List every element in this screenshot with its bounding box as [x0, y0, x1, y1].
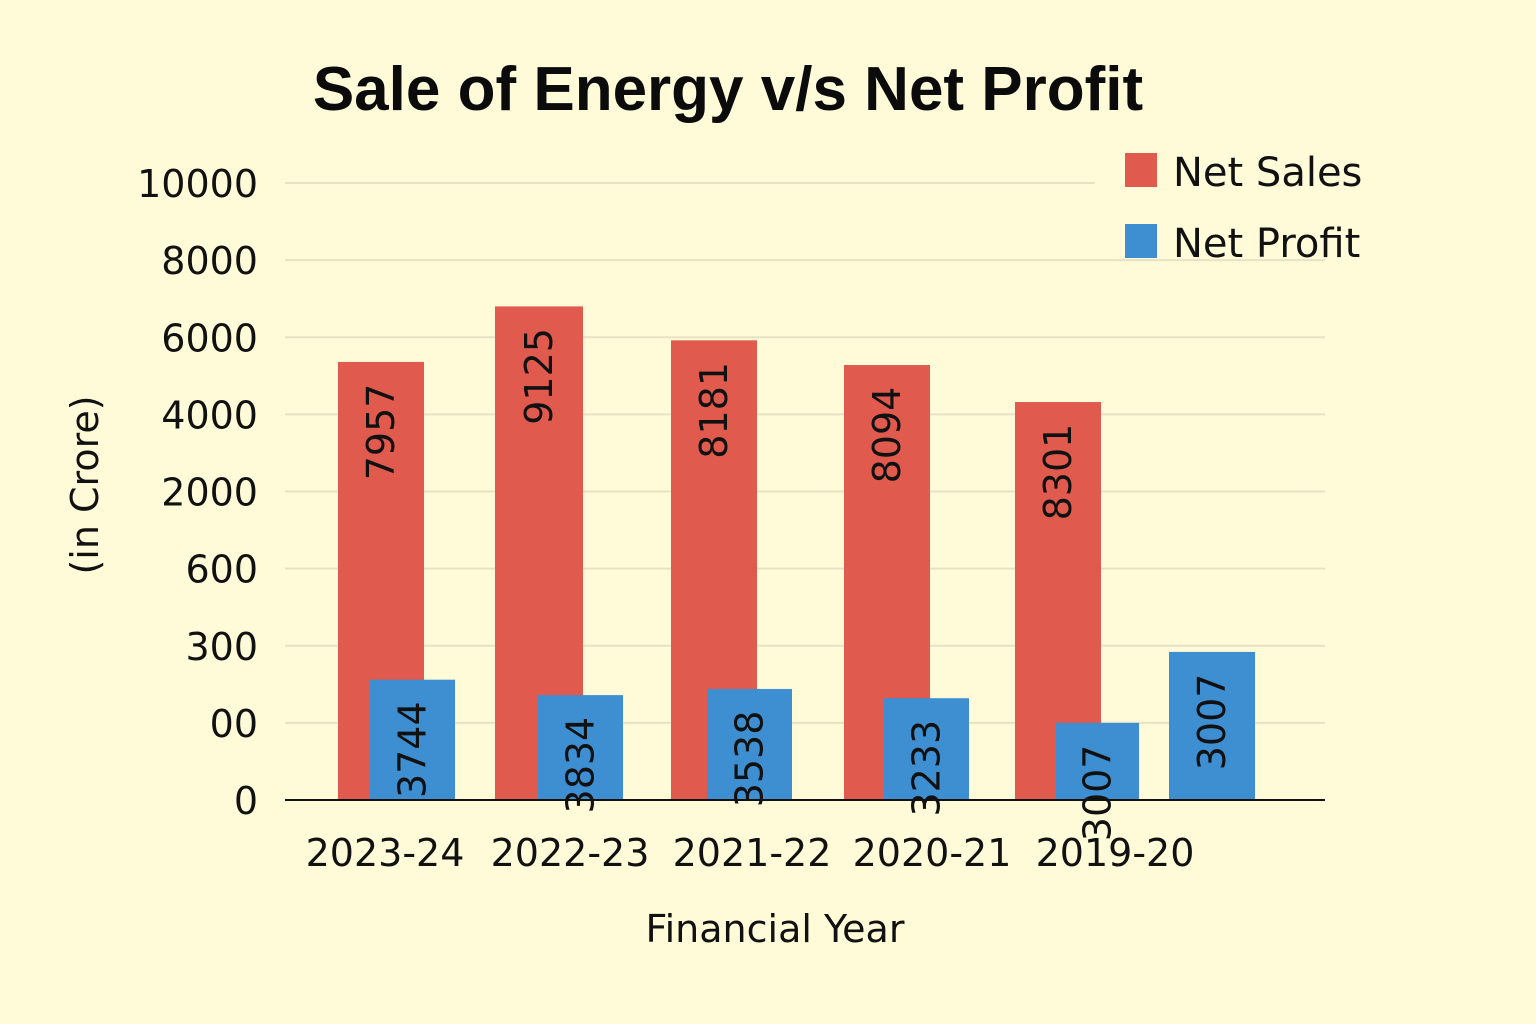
bar-net-profit [707, 688, 792, 800]
x-tick-label: 2023-24 [306, 831, 465, 875]
data-label-net-sales: 7957 [359, 384, 403, 481]
y-tick-label: 2000 [161, 471, 258, 515]
legend-label-net-profit: Net Profit [1173, 221, 1360, 267]
gridlines [285, 182, 1325, 724]
legend-swatch-net-profit [1125, 224, 1157, 258]
data-label-net-profit: 3744 [391, 701, 435, 798]
y-tick-label: 0 [234, 779, 258, 823]
y-tick-label: 600 [185, 548, 258, 592]
data-labels: 7957 9125 8181 8094 8301 3744 3834 3538 3233 3007… [359, 328, 1234, 841]
y-tick-label: 4000 [161, 393, 258, 437]
y-axis-label: (in Crore) [63, 395, 107, 574]
data-label-net-profit-extra: 3007 [1190, 674, 1234, 771]
x-tick-label: 2020-21 [853, 831, 1012, 875]
bar-net-profit-extra [1169, 651, 1255, 800]
data-label-net-sales: 8094 [865, 387, 909, 484]
data-label-net-profit: 3834 [559, 717, 603, 814]
data-label-net-sales: 8301 [1036, 424, 1080, 521]
bar-net-profit [1056, 722, 1139, 800]
data-label-net-sales: 9125 [517, 328, 561, 425]
y-tick-label: 00 [210, 702, 258, 746]
x-axis-ticks: 2023-24 2022-23 2021-22 2020-21 2019-20 [306, 831, 1195, 875]
data-label-net-sales: 8181 [692, 362, 736, 459]
y-tick-label: 6000 [161, 316, 258, 360]
data-label-net-profit: 3233 [905, 720, 949, 817]
legend-label-net-sales: Net Sales [1173, 150, 1362, 196]
bar-net-profit [884, 698, 969, 800]
bars [338, 306, 1255, 800]
x-tick-label: 2022-23 [491, 831, 650, 875]
legend-swatch-net-sales [1125, 153, 1157, 187]
y-tick-label: 8000 [161, 239, 258, 283]
y-tick-label: 300 [185, 625, 258, 669]
x-tick-label: 2021-22 [673, 831, 832, 875]
y-tick-label: 10000 [137, 162, 258, 206]
legend: Net Sales Net Profit [1125, 150, 1362, 267]
x-tick-label: 2019-20 [1036, 831, 1195, 875]
chart-title: Sale of Energy v/s Net Profit [313, 55, 1143, 124]
bar-net-profit [370, 679, 455, 800]
bar-net-profit [538, 695, 623, 800]
x-axis-label: Financial Year [646, 907, 905, 951]
data-label-net-profit: 3007 [1076, 745, 1120, 842]
data-label-net-profit: 3538 [728, 711, 772, 808]
